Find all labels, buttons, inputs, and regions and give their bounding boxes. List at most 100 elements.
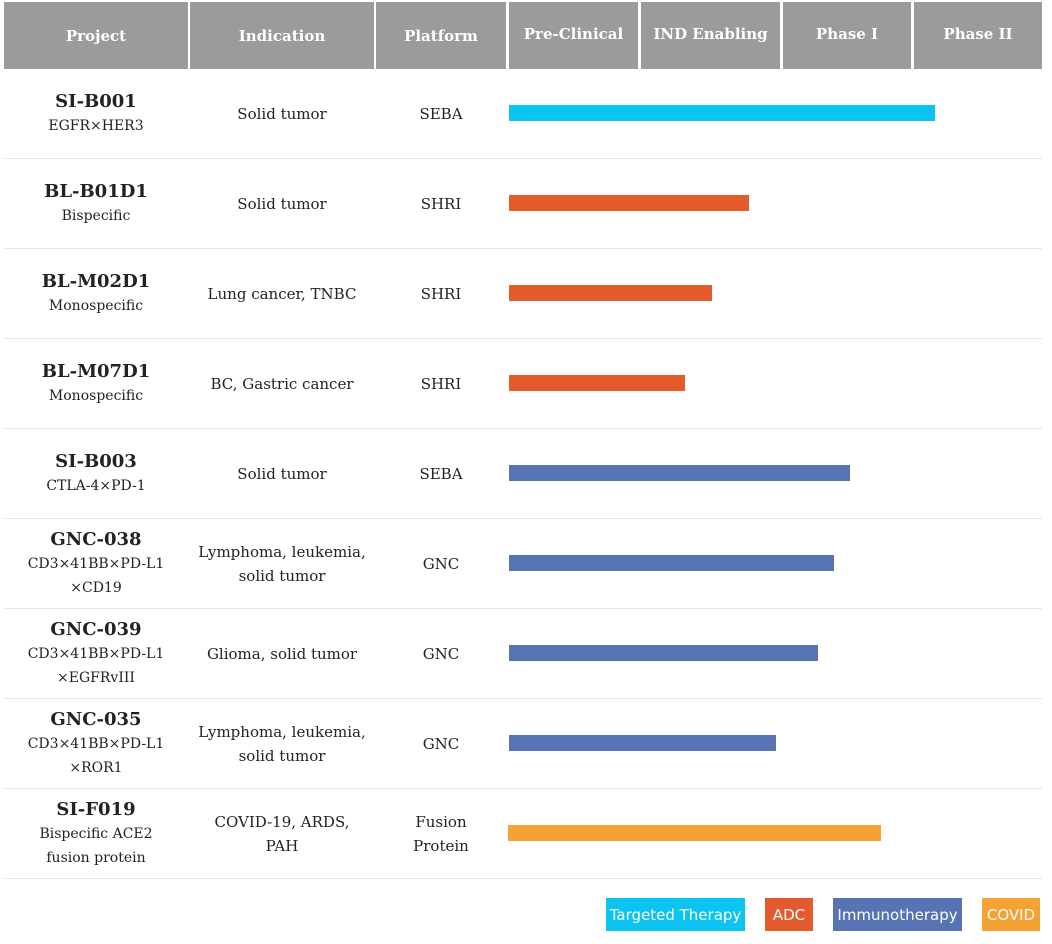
platform-text: SHRI <box>420 284 462 303</box>
indication-cell: Lung cancer, TNBC <box>190 249 374 338</box>
project-name: GNC-039 <box>50 618 142 640</box>
project-target: CD3×41BB×PD-L1 <box>27 645 165 662</box>
project-target: ×ROR1 <box>69 759 123 776</box>
platform-cell: SEBA <box>376 69 506 158</box>
platform-cell: SHRI <box>376 159 506 248</box>
header-platform: Platform <box>376 2 506 69</box>
platform-text: GNC <box>422 644 460 663</box>
project-cell: SI-B003 CTLA-4×PD-1 <box>4 429 188 518</box>
header-ind-enabling: IND Enabling <box>641 2 780 69</box>
pipeline-row: SI-B001 EGFR×HER3 Solid tumor SEBA <box>4 69 1042 159</box>
pipeline-row: BL-M02D1 Monospecific Lung cancer, TNBC SHR… <box>4 249 1042 339</box>
platform-text: Protein <box>413 836 469 855</box>
header-phase1: Phase I <box>783 2 911 69</box>
project-cell: SI-F019 Bispecific ACE2 fusion protein <box>4 789 188 878</box>
indication-text: Lung cancer, TNBC <box>207 284 357 303</box>
platform-text: SEBA <box>419 104 463 123</box>
progress-bar-covid <box>508 825 881 841</box>
indication-text: Lymphoma, leukemia, <box>198 722 366 741</box>
indication-cell: Glioma, solid tumor <box>190 609 374 698</box>
project-name: GNC-035 <box>50 708 142 730</box>
progress-bar-targeted-therapy <box>509 105 935 121</box>
header-preclinical: Pre-Clinical <box>509 2 638 69</box>
indication-text: COVID-19, ARDS, <box>214 812 350 831</box>
legend-item-adc: ADC <box>765 898 813 931</box>
platform-text: GNC <box>422 734 460 753</box>
progress-bar-adc <box>509 375 685 391</box>
project-target: ×CD19 <box>70 579 122 596</box>
platform-text: Fusion <box>415 812 467 831</box>
pipeline-row: SI-B003 CTLA-4×PD-1 Solid tumor SEBA <box>4 429 1042 519</box>
project-target: CTLA-4×PD-1 <box>46 477 146 494</box>
pipeline-row: BL-B01D1 Bispecific Solid tumor SHRI <box>4 159 1042 249</box>
platform-text: SEBA <box>419 464 463 483</box>
project-cell: SI-B001 EGFR×HER3 <box>4 69 188 158</box>
pipeline-row: SI-F019 Bispecific ACE2 fusion protein COVI… <box>4 789 1042 879</box>
project-target: ×EGFRvIII <box>57 669 135 686</box>
progress-bar-adc <box>509 195 749 211</box>
progress-bar-immunotherapy <box>509 735 776 751</box>
indication-cell: Lymphoma, leukemia, solid tumor <box>190 519 374 608</box>
project-target: Monospecific <box>48 297 144 314</box>
project-target: fusion protein <box>46 849 146 866</box>
project-name: GNC-038 <box>50 528 142 550</box>
header-project: Project <box>4 2 188 69</box>
project-target: CD3×41BB×PD-L1 <box>27 735 165 752</box>
pipeline-row: BL-M07D1 Monospecific BC, Gastric cancer SH… <box>4 339 1042 429</box>
project-target: Monospecific <box>48 387 144 404</box>
project-cell: GNC-035 CD3×41BB×PD-L1 ×ROR1 <box>4 699 188 788</box>
project-target: Bispecific <box>61 207 131 224</box>
project-target: EGFR×HER3 <box>48 117 144 134</box>
project-name: BL-M02D1 <box>41 270 151 292</box>
progress-bar-immunotherapy <box>509 465 850 481</box>
indication-text: Solid tumor <box>237 464 327 483</box>
platform-text: SHRI <box>420 194 462 213</box>
pipeline-row: GNC-039 CD3×41BB×PD-L1 ×EGFRvIII Glioma, so… <box>4 609 1042 699</box>
pipeline-header: Project Indication Platform Pre-Clinical… <box>4 2 1042 69</box>
legend-item-immunotherapy: Immunotherapy <box>833 898 962 931</box>
project-cell: BL-B01D1 Bispecific <box>4 159 188 248</box>
project-cell: GNC-038 CD3×41BB×PD-L1 ×CD19 <box>4 519 188 608</box>
indication-text: BC, Gastric cancer <box>210 374 354 393</box>
indication-cell: Solid tumor <box>190 69 374 158</box>
project-target: CD3×41BB×PD-L1 <box>27 555 165 572</box>
platform-text: GNC <box>422 554 460 573</box>
project-name: SI-F019 <box>56 798 136 820</box>
platform-cell: SHRI <box>376 249 506 338</box>
project-target: Bispecific ACE2 <box>39 825 153 842</box>
project-name: SI-B001 <box>55 90 137 112</box>
platform-cell: SEBA <box>376 429 506 518</box>
indication-text: solid tumor <box>238 746 326 765</box>
legend-item-targeted-therapy: Targeted Therapy <box>606 898 745 931</box>
project-name: SI-B003 <box>55 450 137 472</box>
platform-text: SHRI <box>420 374 462 393</box>
platform-cell: GNC <box>376 699 506 788</box>
progress-bar-immunotherapy <box>509 555 834 571</box>
project-cell: BL-M02D1 Monospecific <box>4 249 188 338</box>
pipeline-row: GNC-038 CD3×41BB×PD-L1 ×CD19 Lymphoma, leuk… <box>4 519 1042 609</box>
platform-cell: GNC <box>376 519 506 608</box>
platform-cell: SHRI <box>376 339 506 428</box>
indication-cell: Lymphoma, leukemia, solid tumor <box>190 699 374 788</box>
indication-text: Solid tumor <box>237 194 327 213</box>
indication-text: Lymphoma, leukemia, <box>198 542 366 561</box>
legend-item-covid: COVID <box>982 898 1040 931</box>
progress-bar-immunotherapy <box>509 645 818 661</box>
indication-cell: Solid tumor <box>190 159 374 248</box>
indication-cell: BC, Gastric cancer <box>190 339 374 428</box>
platform-cell: Fusion Protein <box>376 789 506 878</box>
project-cell: BL-M07D1 Monospecific <box>4 339 188 428</box>
header-indication: Indication <box>190 2 374 69</box>
header-phase2: Phase II <box>914 2 1042 69</box>
indication-cell: Solid tumor <box>190 429 374 518</box>
indication-text: Glioma, solid tumor <box>206 644 358 663</box>
project-name: BL-M07D1 <box>41 360 151 382</box>
indication-text: PAH <box>265 836 299 855</box>
progress-bar-adc <box>509 285 712 301</box>
indication-text: Solid tumor <box>237 104 327 123</box>
pipeline-row: GNC-035 CD3×41BB×PD-L1 ×ROR1 Lymphoma, leuk… <box>4 699 1042 789</box>
project-name: BL-B01D1 <box>44 180 148 202</box>
indication-text: solid tumor <box>238 566 326 585</box>
platform-cell: GNC <box>376 609 506 698</box>
indication-cell: COVID-19, ARDS, PAH <box>190 789 374 878</box>
